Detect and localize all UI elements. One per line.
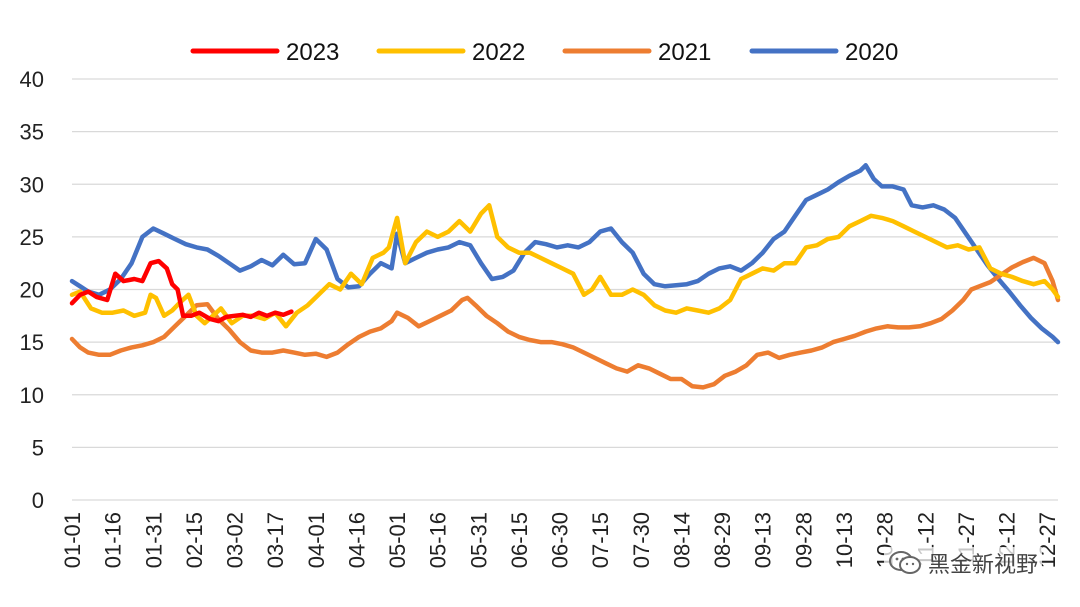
x-tick-label: 04-16 [344, 512, 369, 568]
y-tick-label: 35 [20, 120, 44, 145]
legend-label-2020: 2020 [845, 39, 898, 66]
x-tick-label: 02-15 [182, 512, 207, 568]
x-tick-label: 01-31 [141, 512, 166, 568]
x-tick-label: 03-17 [263, 512, 288, 568]
watermark: 黑金新视野 [883, 547, 1042, 579]
x-axis: 01-01 01-16 01-31 02-15 03-02 03-17 04-01 04-16… [60, 512, 1060, 568]
y-tick-label: 15 [20, 330, 44, 355]
x-tick-label: 01-16 [101, 512, 126, 568]
legend-label-2021: 2021 [658, 39, 711, 66]
y-tick-label: 5 [32, 435, 44, 460]
watermark-text: 黑金新视野 [927, 553, 1038, 578]
x-tick-label: 05-01 [385, 512, 410, 568]
legend-label-2023: 2023 [286, 39, 339, 66]
x-tick-label: 04-01 [304, 512, 329, 568]
x-tick-label: 05-31 [466, 512, 491, 568]
x-tick-label: 07-15 [588, 512, 613, 568]
series-line-2021 [69, 255, 1061, 390]
y-tick-label: 30 [20, 172, 44, 197]
series-line-2023 [69, 258, 294, 324]
x-tick-label: 08-14 [669, 512, 694, 568]
legend-label-2022: 2022 [472, 39, 525, 66]
gridlines [72, 78, 1058, 501]
x-tick-label: 09-28 [791, 512, 816, 568]
y-tick-label: 10 [20, 383, 44, 408]
series-lines [69, 163, 1061, 390]
x-tick-label: 06-30 [548, 512, 573, 568]
y-tick-label: 40 [20, 67, 44, 92]
wechat-icon [888, 551, 921, 574]
y-axis: 0 5 10 15 20 25 30 35 40 [20, 67, 44, 513]
series-line-2020 [69, 163, 1061, 345]
x-tick-label: 05-16 [426, 512, 451, 568]
x-tick-label: 03-02 [223, 512, 248, 568]
y-tick-label: 25 [20, 225, 44, 250]
series-line-2022 [69, 203, 1061, 329]
x-tick-label: 09-13 [751, 512, 776, 568]
x-tick-label: 01-01 [60, 512, 85, 568]
y-tick-label: 20 [20, 278, 44, 303]
x-tick-label: 08-29 [710, 512, 735, 568]
y-tick-label: 0 [32, 488, 44, 513]
x-tick-label: 06-15 [507, 512, 532, 568]
x-tick-label: 07-30 [629, 512, 654, 568]
x-tick-label: 10-13 [832, 512, 857, 568]
legend: 2023 2022 2021 2020 [190, 39, 898, 66]
